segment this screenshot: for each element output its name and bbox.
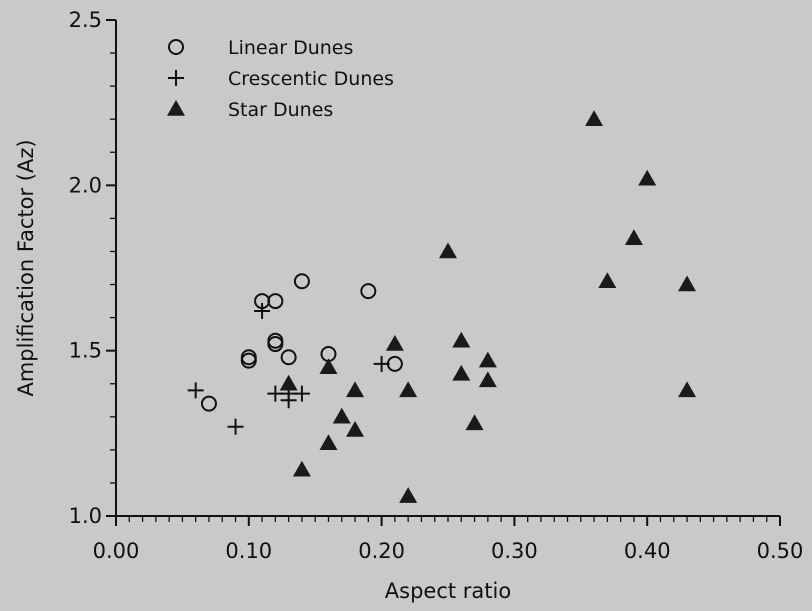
star-dune-point <box>478 371 497 388</box>
linear-dune-point <box>386 355 403 372</box>
linear-dune-point <box>200 395 217 412</box>
x-tick-label: 0.10 <box>225 539 272 563</box>
star-dune-point <box>319 358 338 374</box>
x-tick-label: 0.20 <box>358 539 405 563</box>
linear-dune-point <box>267 336 284 353</box>
linear-dune-point <box>267 332 284 349</box>
linear-dune-point <box>240 352 257 369</box>
star-dune-point <box>319 434 338 451</box>
star-dune-point <box>478 351 497 368</box>
legend: Linear Dunes Crescentic Dunes Star Dunes <box>167 37 394 121</box>
star-dune-point <box>585 110 604 126</box>
star-dune-point <box>399 381 418 398</box>
y-tick-label: 2.5 <box>69 8 102 32</box>
legend-plus-symbol <box>168 70 184 86</box>
star-dune-point <box>399 487 418 503</box>
crescentic-dune-point <box>227 418 244 435</box>
data-points <box>187 110 697 503</box>
x-tick-label: 0.30 <box>491 539 538 563</box>
star-dune-point <box>346 421 365 437</box>
linear-dune-point <box>360 283 377 300</box>
star-dune-point <box>678 381 697 398</box>
linear-dune-point <box>293 273 310 290</box>
star-dune-point <box>452 331 471 348</box>
linear-dune-point <box>280 349 297 366</box>
linear-dune-point <box>267 293 284 310</box>
y-tick-label: 1.5 <box>69 339 102 363</box>
x-tick-label: 0.50 <box>757 539 804 563</box>
y-tick-label: 2.0 <box>69 173 102 197</box>
star-dune-point <box>292 460 311 477</box>
star-dune-point <box>598 272 617 288</box>
star-dune-point <box>346 381 365 398</box>
tick-marks <box>106 19 781 526</box>
star-dune-point <box>332 407 351 424</box>
axes <box>115 20 780 517</box>
legend-triangle-symbol <box>167 100 185 116</box>
legend-circle-symbol <box>168 39 184 55</box>
star-dune-point <box>624 229 643 245</box>
x-tick-label: 0.00 <box>93 539 140 563</box>
star-dune-point <box>452 364 471 381</box>
y-tick-label: 1.0 <box>69 504 102 528</box>
legend-label: Crescentic Dunes <box>228 68 394 90</box>
star-dune-point <box>439 242 457 259</box>
crescentic-dune-point <box>187 382 204 399</box>
star-dune-point <box>465 414 484 431</box>
tick-labels: 0.00 0.10 0.20 0.30 0.40 0.50 1.0 1.5 2.0 2.5 <box>69 8 804 563</box>
star-dune-point <box>385 335 404 351</box>
crescentic-dune-point <box>254 302 271 319</box>
crescentic-dune-point <box>373 355 390 372</box>
legend-label: Linear Dunes <box>228 37 353 59</box>
star-dune-point <box>678 275 697 292</box>
star-dune-point <box>638 169 657 186</box>
x-axis-title: Aspect ratio <box>385 579 511 603</box>
linear-dune-point <box>240 349 257 366</box>
x-tick-label: 0.40 <box>624 539 671 563</box>
legend-label: Star Dunes <box>228 99 333 121</box>
star-dune-point <box>279 374 298 391</box>
y-axis-title: Amplification Factor (Az) <box>14 139 38 396</box>
crescentic-dune-point <box>293 385 310 402</box>
